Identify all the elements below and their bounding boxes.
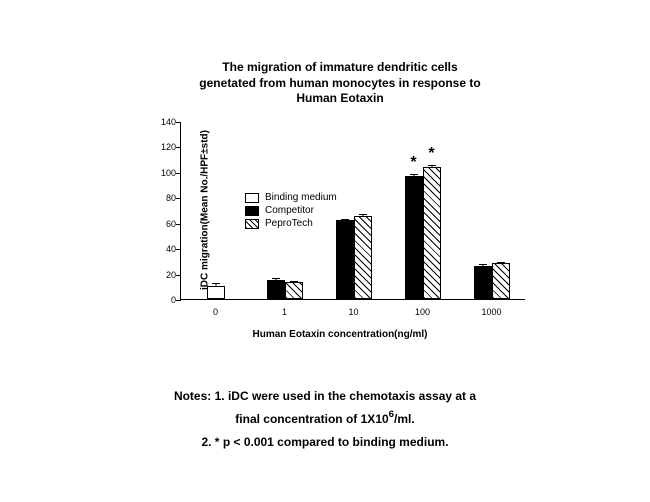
bar xyxy=(336,220,354,299)
title-line-1: The migration of immature dendritic cell… xyxy=(222,60,457,74)
y-tick-mark xyxy=(176,173,181,174)
legend-item: PeproTech xyxy=(245,218,337,229)
y-tick-label: 120 xyxy=(151,142,176,152)
significance-marker: * xyxy=(428,145,434,163)
y-tick-label: 140 xyxy=(151,117,176,127)
legend-label: Competitor xyxy=(265,205,314,216)
error-cap xyxy=(341,219,349,220)
legend-swatch-hatch xyxy=(245,219,259,229)
plot-area: Binding medium Competitor PeproTech 0204… xyxy=(180,122,525,300)
y-tick-mark xyxy=(176,147,181,148)
error-cap xyxy=(428,165,436,166)
legend-label: PeproTech xyxy=(265,218,313,229)
bar xyxy=(423,167,441,299)
x-tick-label: 0 xyxy=(213,307,218,317)
legend-item: Binding medium xyxy=(245,192,337,203)
y-tick-label: 40 xyxy=(151,244,176,254)
y-tick-mark xyxy=(176,275,181,276)
legend-item: Competitor xyxy=(245,205,337,216)
legend-swatch-black xyxy=(245,206,259,216)
legend-label: Binding medium xyxy=(265,192,337,203)
chart-notes: Notes: 1. iDC were used in the chemotaxi… xyxy=(174,385,476,453)
x-axis-label: Human Eotaxin concentration(ng/ml) xyxy=(252,329,427,340)
x-tick-label: 100 xyxy=(415,307,430,317)
bar xyxy=(267,280,285,299)
error-cap xyxy=(497,262,505,263)
chart-container: The migration of immature dendritic cell… xyxy=(130,60,550,360)
error-cap xyxy=(359,214,367,215)
y-tick-label: 100 xyxy=(151,168,176,178)
legend-swatch-white xyxy=(245,193,259,203)
x-tick-label: 1 xyxy=(282,307,287,317)
x-tick-label: 10 xyxy=(348,307,358,317)
chart-title: The migration of immature dendritic cell… xyxy=(199,60,480,107)
bar xyxy=(285,282,303,299)
error-cap xyxy=(410,174,418,175)
title-line-3: Human Eotaxin xyxy=(296,91,383,105)
y-tick-mark xyxy=(176,300,181,301)
notes-line-1: Notes: 1. iDC were used in the chemotaxi… xyxy=(174,389,476,403)
title-line-2: genetated from human monocytes in respon… xyxy=(199,76,480,90)
bar xyxy=(474,266,492,299)
error-cap xyxy=(290,281,298,282)
notes-line-3: 2. * p < 0.001 compared to binding mediu… xyxy=(201,435,448,449)
bar xyxy=(492,263,510,299)
notes-line-2-pre: final concentration of 1X10 xyxy=(235,412,388,426)
error-cap xyxy=(479,264,487,265)
y-tick-label: 80 xyxy=(151,193,176,203)
bar xyxy=(207,286,225,299)
y-tick-label: 20 xyxy=(151,270,176,280)
bar xyxy=(405,176,423,299)
bar xyxy=(354,216,372,299)
y-tick-label: 0 xyxy=(151,295,176,305)
y-tick-mark xyxy=(176,224,181,225)
y-tick-label: 60 xyxy=(151,219,176,229)
legend: Binding medium Competitor PeproTech xyxy=(245,192,337,231)
error-cap xyxy=(272,278,280,279)
y-tick-mark xyxy=(176,122,181,123)
notes-line-2-sup: 6 xyxy=(389,409,394,420)
y-tick-mark xyxy=(176,249,181,250)
significance-marker: * xyxy=(410,154,416,172)
x-tick-label: 1000 xyxy=(481,307,501,317)
error-cap xyxy=(212,283,220,284)
y-tick-mark xyxy=(176,198,181,199)
notes-line-2-post: /ml. xyxy=(394,412,415,426)
